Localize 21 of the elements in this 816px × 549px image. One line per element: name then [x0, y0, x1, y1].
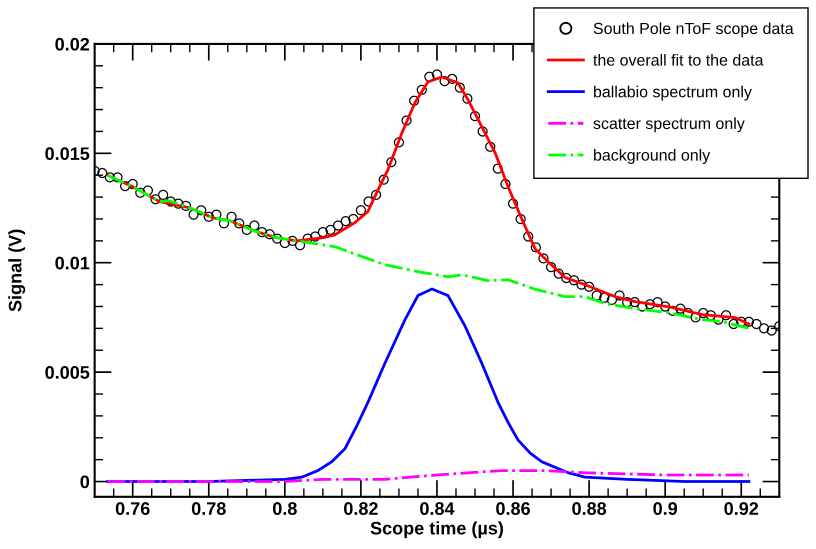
y-tick-label: 0.01: [55, 256, 90, 270]
legend-label: ballabio spectrum only: [594, 86, 752, 101]
legend-label: scatter spectrum only: [593, 117, 745, 132]
y-axis-title: Signal (V): [8, 230, 26, 312]
y-tick-label: 0: [80, 475, 90, 488]
x-tick-label: 0.84: [420, 502, 454, 515]
x-tick-label: 0.78: [192, 502, 226, 515]
y-tick-label: 0.005: [45, 366, 90, 379]
x-tick-label: 0.86: [496, 502, 530, 515]
x-tick-label: 0.92: [724, 502, 758, 515]
x-tick-label: 0.8: [272, 502, 297, 515]
legend-label: South Pole nToF scope data: [594, 22, 794, 38]
x-axis-title: Scope time (µs): [370, 521, 503, 538]
x-tick-label: 0.82: [344, 502, 378, 515]
x-tick-label: 0.9: [653, 502, 678, 515]
x-tick-label: 0.76: [116, 502, 150, 515]
y-tick-label: 0.02: [55, 38, 90, 51]
x-tick-label: 0.88: [572, 502, 606, 515]
legend-label: background only: [594, 149, 710, 164]
legend-label: the overall fit to the data: [593, 54, 764, 66]
y-tick-label: 0.015: [45, 147, 90, 160]
